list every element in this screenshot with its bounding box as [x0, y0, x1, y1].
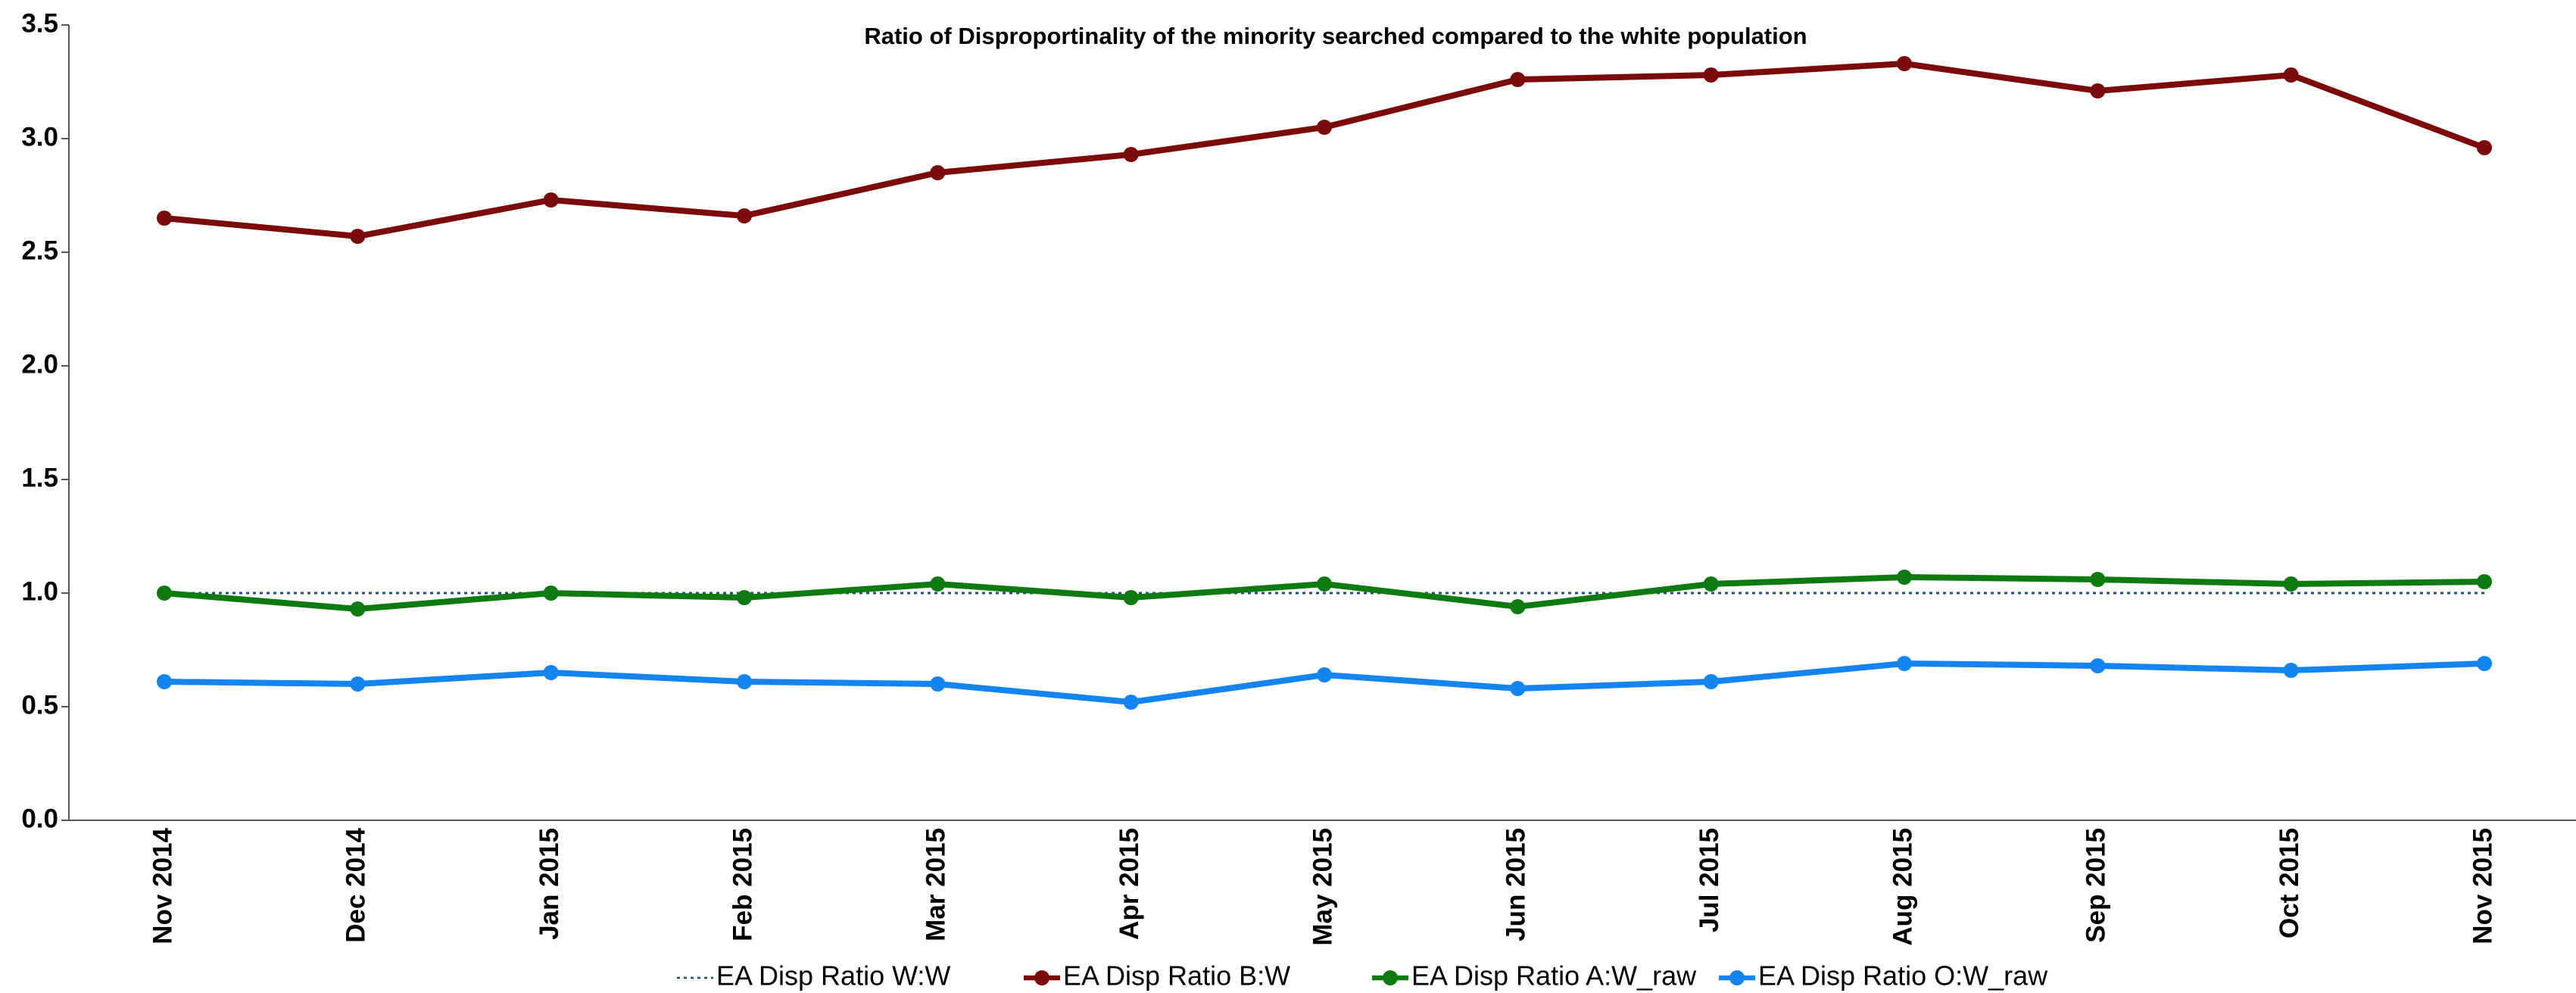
- legend-marker: [1034, 970, 1049, 985]
- x-tick-label: Nov 2014: [148, 827, 177, 944]
- point: [737, 208, 752, 223]
- legend-marker: [1383, 970, 1398, 985]
- point: [930, 576, 946, 592]
- point: [930, 676, 946, 692]
- legend-label: EA Disp Ratio A:W_raw: [1411, 960, 1697, 991]
- point: [1703, 674, 1719, 689]
- x-tick-label: Jul 2015: [1695, 828, 1724, 932]
- point: [543, 665, 559, 680]
- legend-item: EA Disp Ratio B:W: [1024, 960, 1290, 991]
- point: [1317, 667, 1332, 682]
- point: [2283, 576, 2299, 592]
- point: [2090, 658, 2106, 673]
- y-tick-label: 1.5: [21, 463, 58, 492]
- point: [157, 211, 172, 226]
- point: [737, 674, 752, 689]
- legend-item: EA Disp Ratio A:W_raw: [1372, 960, 1697, 991]
- legend-marker: [1729, 970, 1745, 985]
- point: [1510, 599, 1526, 614]
- point: [1897, 570, 1912, 585]
- point: [157, 674, 172, 689]
- point: [157, 585, 172, 601]
- point: [1510, 681, 1526, 696]
- point: [2283, 67, 2299, 83]
- point: [543, 585, 559, 601]
- y-tick-label: 2.5: [21, 236, 58, 265]
- x-tick-label: Jun 2015: [1502, 828, 1531, 941]
- point: [1317, 120, 1332, 135]
- point: [1123, 695, 1139, 710]
- y-tick-label: 0.0: [21, 804, 58, 833]
- point: [1123, 590, 1139, 605]
- x-tick-label: May 2015: [1308, 828, 1337, 946]
- point: [2477, 574, 2492, 589]
- point: [1897, 56, 1912, 71]
- x-tick-label: Sep 2015: [2082, 828, 2111, 943]
- series-line: [164, 60, 2486, 240]
- point: [543, 192, 559, 208]
- legend-label: EA Disp Ratio B:W: [1063, 960, 1290, 991]
- y-tick-label: 3.0: [21, 122, 58, 151]
- legend-label: EA Disp Ratio O:W_raw: [1758, 960, 2048, 991]
- x-tick-label: Dec 2014: [341, 827, 371, 942]
- point: [1897, 656, 1912, 671]
- x-tick-label: Apr 2015: [1115, 828, 1144, 940]
- point: [2477, 656, 2492, 671]
- point: [1317, 576, 1332, 592]
- x-tick-label: Aug 2015: [1888, 828, 1917, 946]
- point: [1510, 72, 1526, 87]
- point: [930, 165, 946, 180]
- x-tick-label: Mar 2015: [922, 828, 951, 941]
- point: [1703, 67, 1719, 83]
- point: [1703, 576, 1719, 592]
- x-tick-label: Jan 2015: [535, 828, 564, 940]
- legend-item: EA Disp Ratio W:W: [677, 960, 950, 991]
- legend-item: EA Disp Ratio O:W_raw: [1719, 960, 2048, 991]
- y-tick-label: 1.0: [21, 576, 58, 606]
- point: [2477, 140, 2492, 155]
- y-tick-label: 0.5: [21, 690, 58, 720]
- x-tick-label: Nov 2015: [2468, 828, 2497, 945]
- point: [350, 229, 366, 244]
- x-tick-label: Feb 2015: [728, 828, 757, 941]
- legend-label: EA Disp Ratio W:W: [716, 960, 950, 991]
- point: [2090, 83, 2106, 98]
- point: [2090, 572, 2106, 587]
- x-tick-label: Oct 2015: [2275, 828, 2304, 938]
- point: [350, 601, 366, 617]
- point: [1123, 147, 1139, 162]
- y-tick-label: 2.0: [21, 349, 58, 379]
- point: [350, 676, 366, 692]
- point: [2283, 663, 2299, 678]
- point: [737, 590, 752, 605]
- y-tick-label: 3.5: [21, 8, 58, 38]
- chart-title: Ratio of Disproportinality of the minori…: [864, 23, 1807, 49]
